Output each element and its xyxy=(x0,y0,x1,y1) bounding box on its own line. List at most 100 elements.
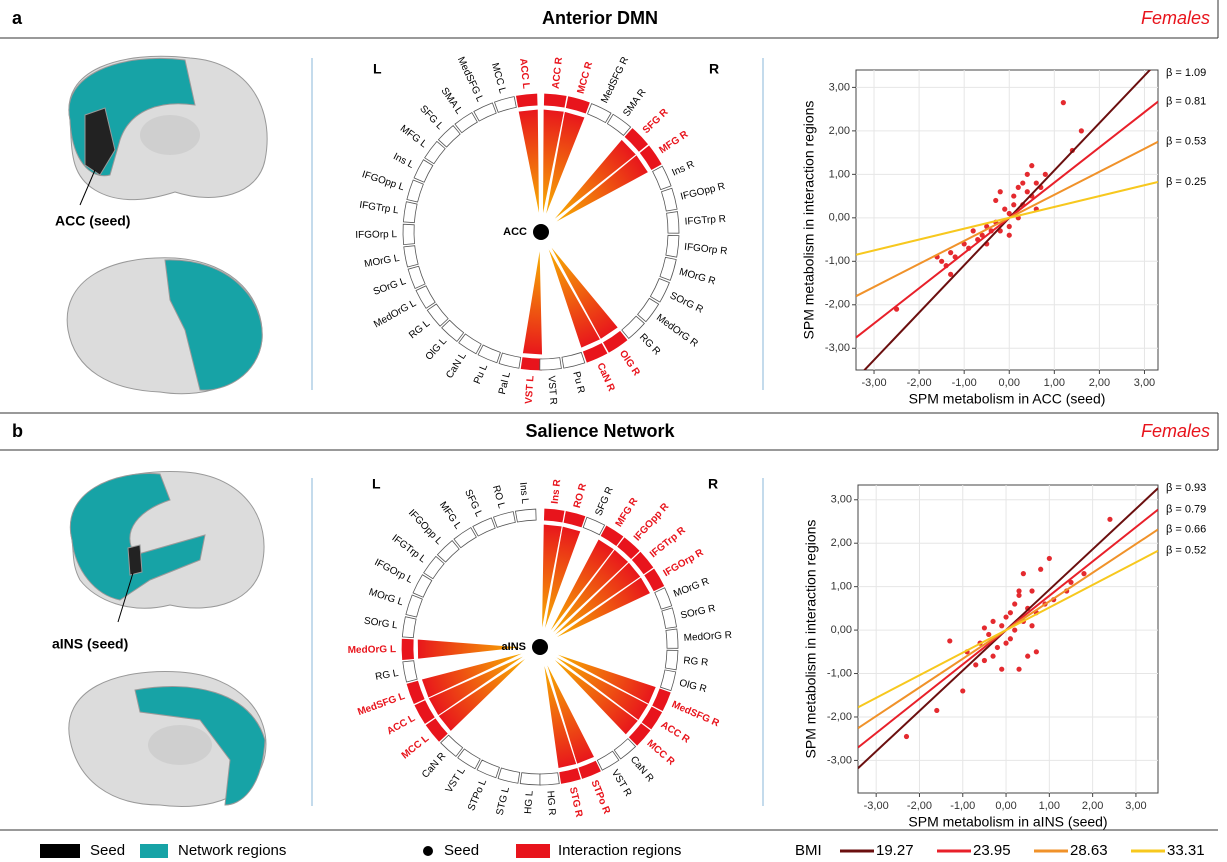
region-segment xyxy=(660,257,676,280)
region-segment xyxy=(597,751,619,770)
region-label: MFG R xyxy=(657,129,691,157)
scatter-point xyxy=(1008,636,1013,641)
interaction-wedge xyxy=(522,246,542,355)
region-label: SOrG R xyxy=(679,603,716,621)
scatter-point xyxy=(971,228,976,233)
region-label: SOrG L xyxy=(372,276,408,298)
region-segment xyxy=(566,97,589,113)
side-label: R xyxy=(708,476,718,492)
region-segment xyxy=(516,94,537,107)
beta-label: β = 0.81 xyxy=(1166,96,1206,108)
region-segment xyxy=(403,202,417,223)
scatter-point xyxy=(1016,588,1021,593)
region-segment xyxy=(455,113,477,133)
region-label: MCC R xyxy=(645,738,677,768)
x-axis-label: SPM metabolism in ACC (seed) xyxy=(909,391,1106,407)
scatter-point xyxy=(904,734,909,739)
x-tick-label: 3,00 xyxy=(1134,377,1155,389)
region-segment xyxy=(477,760,499,778)
y-tick-label: -3,00 xyxy=(825,342,850,354)
scatter-point xyxy=(1025,654,1030,659)
region-segment xyxy=(408,266,425,288)
legend-bmi: 19.27 xyxy=(876,842,914,859)
region-label: MedOrG L xyxy=(348,644,397,656)
scatter-point xyxy=(1043,172,1048,177)
region-segment xyxy=(579,761,600,778)
scatter-point xyxy=(1021,571,1026,576)
y-tick-label: -1,00 xyxy=(825,255,850,267)
scatter-point xyxy=(1034,180,1039,185)
region-segment xyxy=(540,358,562,370)
y-axis-label: SPM metabolism in interaction regions xyxy=(801,101,817,340)
region-segment xyxy=(407,180,423,202)
scatter-point xyxy=(1012,601,1017,606)
region-label: MFG L xyxy=(437,500,464,532)
region-label: MedSFG L xyxy=(356,691,406,718)
region-segment xyxy=(562,352,585,368)
scatter-point xyxy=(1003,614,1008,619)
region-segment xyxy=(498,768,520,783)
region-segment xyxy=(414,160,433,182)
region-segment xyxy=(666,629,678,648)
scatter-point xyxy=(990,619,995,624)
scatter-point xyxy=(1011,202,1016,207)
region-label: VST L xyxy=(524,375,537,404)
scatter-point xyxy=(986,632,991,637)
x-axis-label: SPM metabolism in aINS (seed) xyxy=(908,814,1107,830)
legend-bmi: 28.63 xyxy=(1070,842,1108,859)
scatter-point xyxy=(1016,667,1021,672)
x-tick-label: -1,00 xyxy=(952,377,977,389)
region-label: Pu R xyxy=(570,370,586,394)
region-label: MOrG R xyxy=(672,576,711,600)
region-segment xyxy=(650,279,669,302)
figure: aAnterior DMNFemalesACC (seed)LRACC LMCC… xyxy=(0,0,1227,862)
region-label: ACC L xyxy=(385,713,417,738)
region-label: SOrG L xyxy=(363,616,399,632)
region-segment xyxy=(544,94,566,107)
scatter-point xyxy=(1002,207,1007,212)
region-segment xyxy=(614,739,635,759)
region-label: MOrG L xyxy=(367,587,405,609)
x-tick-label: 0,00 xyxy=(999,377,1020,389)
region-label: IFGTrp L xyxy=(390,533,429,566)
legend-swatch-network xyxy=(140,844,168,858)
x-tick-label: 1,00 xyxy=(1044,377,1065,389)
region-label: MedOrG L xyxy=(372,298,418,331)
scatter-point xyxy=(947,638,952,643)
region-label: SOrG R xyxy=(668,290,705,315)
x-tick-label: -3,00 xyxy=(861,377,886,389)
region-label: RO L xyxy=(490,484,507,510)
seed-label: aINS (seed) xyxy=(52,636,128,652)
legend-label: Seed xyxy=(90,842,125,859)
region-label: Ins L xyxy=(517,482,530,505)
region-label: HG L xyxy=(523,790,536,814)
region-segment xyxy=(662,608,677,629)
region-segment xyxy=(437,541,459,563)
y-tick-label: 1,00 xyxy=(831,581,852,593)
region-label: STPo R xyxy=(588,779,612,817)
region-label: RG R xyxy=(637,332,662,358)
region-segment xyxy=(454,528,476,548)
side-label: L xyxy=(372,476,381,492)
region-segment xyxy=(494,97,516,113)
y-tick-label: 0,00 xyxy=(831,624,852,636)
region-segment xyxy=(427,304,448,326)
panel-title: Salience Network xyxy=(525,421,675,441)
region-label: CaN L xyxy=(444,350,469,380)
side-label: L xyxy=(373,61,382,77)
region-label: MedSFG R xyxy=(599,55,631,105)
scatter-point xyxy=(1011,193,1016,198)
region-label: OlG L xyxy=(424,335,450,362)
scatter-point xyxy=(934,708,939,713)
region-label: Pu L xyxy=(472,362,490,386)
beta-label: β = 0.53 xyxy=(1166,136,1206,148)
region-segment xyxy=(478,345,500,363)
region-segment xyxy=(560,768,581,783)
region-label: IFGOpp R xyxy=(679,181,726,203)
y-tick-label: 3,00 xyxy=(829,81,850,93)
region-label: VST R xyxy=(609,768,633,799)
region-segment xyxy=(403,661,417,682)
region-segment xyxy=(416,286,435,308)
region-label: IFGTrp R xyxy=(648,525,688,561)
legend-bmi: 23.95 xyxy=(973,842,1011,859)
